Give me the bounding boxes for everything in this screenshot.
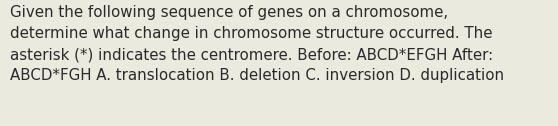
Text: Given the following sequence of genes on a chromosome,
determine what change in : Given the following sequence of genes on… (10, 5, 504, 83)
